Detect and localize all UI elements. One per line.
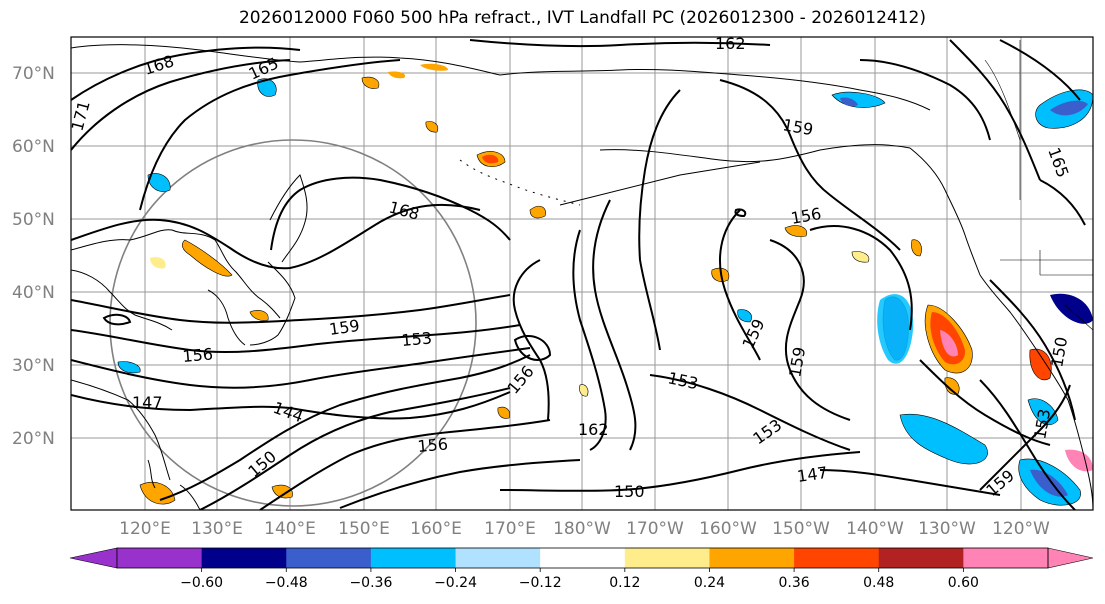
lat-label: 50°N xyxy=(12,210,55,230)
colorbar-segment xyxy=(709,548,795,568)
colorbar-segment xyxy=(624,548,710,568)
contour-label: 150 xyxy=(614,482,645,501)
gridlines xyxy=(71,37,1093,510)
shade-yellow-1 xyxy=(579,384,589,397)
shade-red-1-in xyxy=(482,154,499,164)
shade-orange-6 xyxy=(181,239,233,277)
colorbar-extend-low xyxy=(69,547,118,569)
colorbar-tick-label: 0.60 xyxy=(948,575,979,591)
shade-orange-e2 xyxy=(1029,348,1052,381)
contour-label: 159 xyxy=(328,316,361,339)
shade-orange-13 xyxy=(911,239,922,257)
shade-orange-11 xyxy=(784,225,808,237)
colorbar-segment xyxy=(201,548,287,568)
longitude-labels: 120°E 130°E 140°E 150°E 160°E 170°E 180°… xyxy=(119,519,1050,539)
shade-navy-east xyxy=(1050,293,1093,324)
contour-label: 162 xyxy=(715,34,746,53)
lon-label: 160°W xyxy=(699,519,757,539)
lon-label: 120°E xyxy=(119,519,171,539)
lat-label: 30°N xyxy=(12,356,55,376)
contour-label: 153 xyxy=(401,328,433,350)
lat-label: 60°N xyxy=(12,137,55,157)
shade-orange-14 xyxy=(944,377,960,395)
colorbar: −0.60 −0.48 −0.36 −0.24 −0.12 0.12 0.24 0.36 0.4… xyxy=(69,547,1094,591)
map-title: 2026012000 F060 500 hPa refract., IVT La… xyxy=(238,8,926,28)
colorbar-tick-label: −0.12 xyxy=(519,575,562,591)
colorbar-tick-label: 0.12 xyxy=(609,575,640,591)
shade-orange-5 xyxy=(529,205,546,219)
shade-blue-ne-2 xyxy=(1050,100,1088,116)
shade-cyan-3 xyxy=(117,361,141,374)
colorbar-tick-label: 0.48 xyxy=(863,575,894,591)
lon-label: 180°W xyxy=(553,519,611,539)
colorbar-segment xyxy=(286,548,372,568)
contour-label: 162 xyxy=(578,420,609,439)
colorbar-tick-label: −0.48 xyxy=(265,575,308,591)
shade-cyan-2 xyxy=(147,173,171,192)
contour-label: 147 xyxy=(132,393,163,412)
shade-cyan-east-1 xyxy=(877,294,914,364)
contour-label: 156 xyxy=(417,434,449,456)
lon-label: 150°E xyxy=(338,519,390,539)
lat-label: 70°N xyxy=(12,64,55,84)
lon-label: 170°E xyxy=(484,519,536,539)
shade-yellow-2 xyxy=(150,257,166,269)
colorbar-tick-label: −0.36 xyxy=(349,575,392,591)
lon-label: 140°W xyxy=(846,519,904,539)
colorbar-tick-label: −0.24 xyxy=(434,575,477,591)
shade-cyan-4 xyxy=(737,309,752,323)
shade-orange-3 xyxy=(420,63,448,71)
shade-orange-4 xyxy=(425,121,439,133)
colorbar-segment xyxy=(963,548,1049,568)
lon-label: 130°W xyxy=(918,519,976,539)
shade-orange-7 xyxy=(249,310,269,321)
colorbar-segment xyxy=(455,548,541,568)
lon-label: 170°W xyxy=(626,519,684,539)
colorbar-segment xyxy=(794,548,880,568)
colorbar-tick-label: 0.24 xyxy=(694,575,725,591)
shade-orange-15 xyxy=(497,406,510,419)
shade-blue-n xyxy=(840,97,858,107)
colorbar-segment xyxy=(540,548,626,568)
lon-label: 140°E xyxy=(264,519,316,539)
lat-label: 20°N xyxy=(12,429,55,449)
shade-pink-east xyxy=(940,330,958,357)
colorbar-outline xyxy=(116,547,1049,569)
map-frame xyxy=(70,36,1094,511)
coastlines xyxy=(71,40,1093,510)
shade-orange-9 xyxy=(271,484,293,499)
contours xyxy=(71,39,1086,510)
shade-orange-2 xyxy=(388,71,406,79)
colorbar-segment xyxy=(878,548,964,568)
colorbar-tick-label: −0.60 xyxy=(180,575,223,591)
latitude-labels: 70°N 60°N 50°N 40°N 30°N 20°N xyxy=(12,64,55,449)
lon-label: 120°W xyxy=(992,519,1050,539)
shade-orange-1 xyxy=(361,76,380,89)
shade-cyan-east-2 xyxy=(899,413,988,465)
colorbar-tick-label: 0.36 xyxy=(779,575,810,591)
colorbar-segment xyxy=(117,548,203,568)
lon-label: 150°W xyxy=(772,519,830,539)
lon-label: 160°E xyxy=(410,519,462,539)
colorbar-extend-high xyxy=(1047,547,1094,569)
shade-orange-12 xyxy=(851,251,870,263)
colorbar-segment xyxy=(370,548,457,568)
lon-label: 130°E xyxy=(191,519,243,539)
contour-label: 147 xyxy=(796,463,829,486)
lat-label: 40°N xyxy=(12,283,55,303)
contour-label: 156 xyxy=(182,344,214,366)
